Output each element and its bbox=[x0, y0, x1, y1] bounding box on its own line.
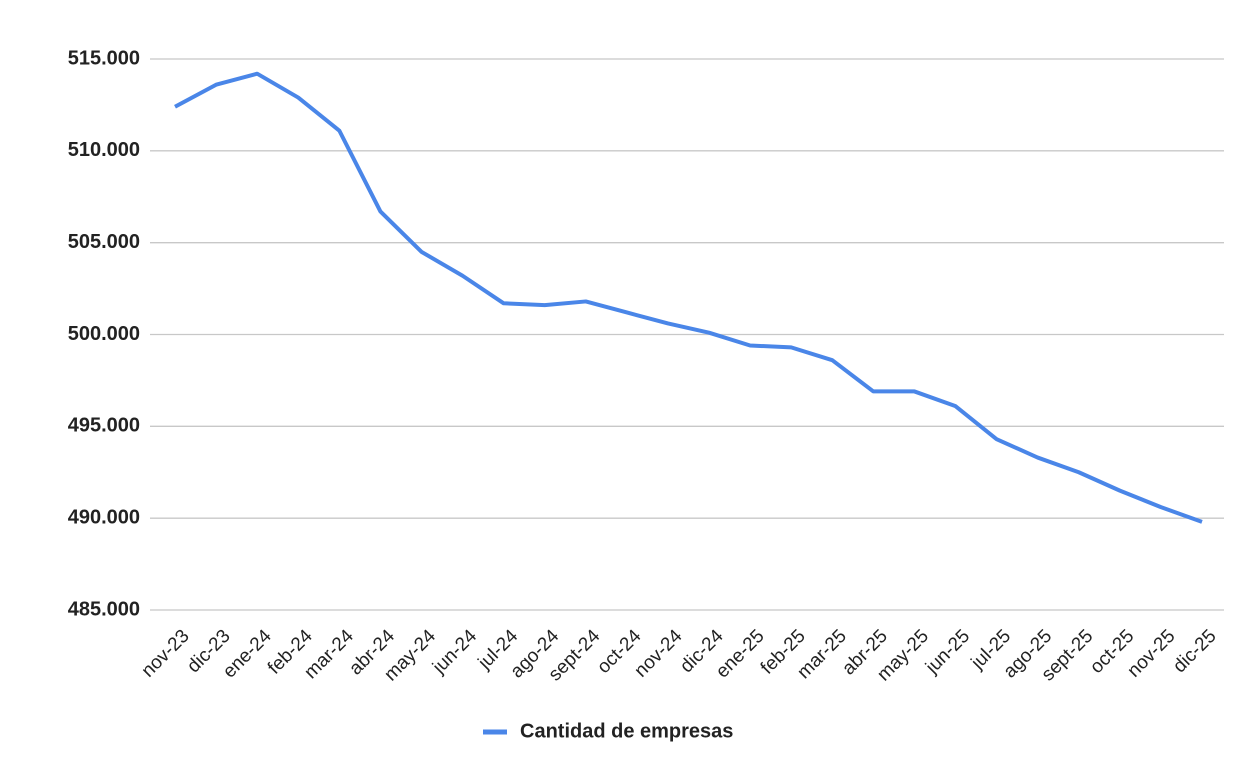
x-tick-label: nov-23 bbox=[138, 626, 194, 682]
x-tick-label: jun-25 bbox=[921, 626, 974, 679]
y-tick-label: 490.000 bbox=[68, 506, 140, 528]
x-tick-label: dic-25 bbox=[1169, 626, 1220, 677]
legend-label: Cantidad de empresas bbox=[520, 720, 733, 742]
y-tick-label: 500.000 bbox=[68, 323, 140, 345]
y-tick-label: 505.000 bbox=[68, 231, 140, 253]
data-line bbox=[174, 71, 1203, 524]
y-tick-label: 485.000 bbox=[68, 598, 140, 620]
y-tick-label: 515.000 bbox=[68, 47, 140, 69]
x-tick-label: jun-24 bbox=[428, 625, 481, 678]
x-tick-label: nov-24 bbox=[631, 625, 687, 681]
y-tick-label: 495.000 bbox=[68, 415, 140, 437]
y-tick-label: 510.000 bbox=[68, 139, 140, 161]
